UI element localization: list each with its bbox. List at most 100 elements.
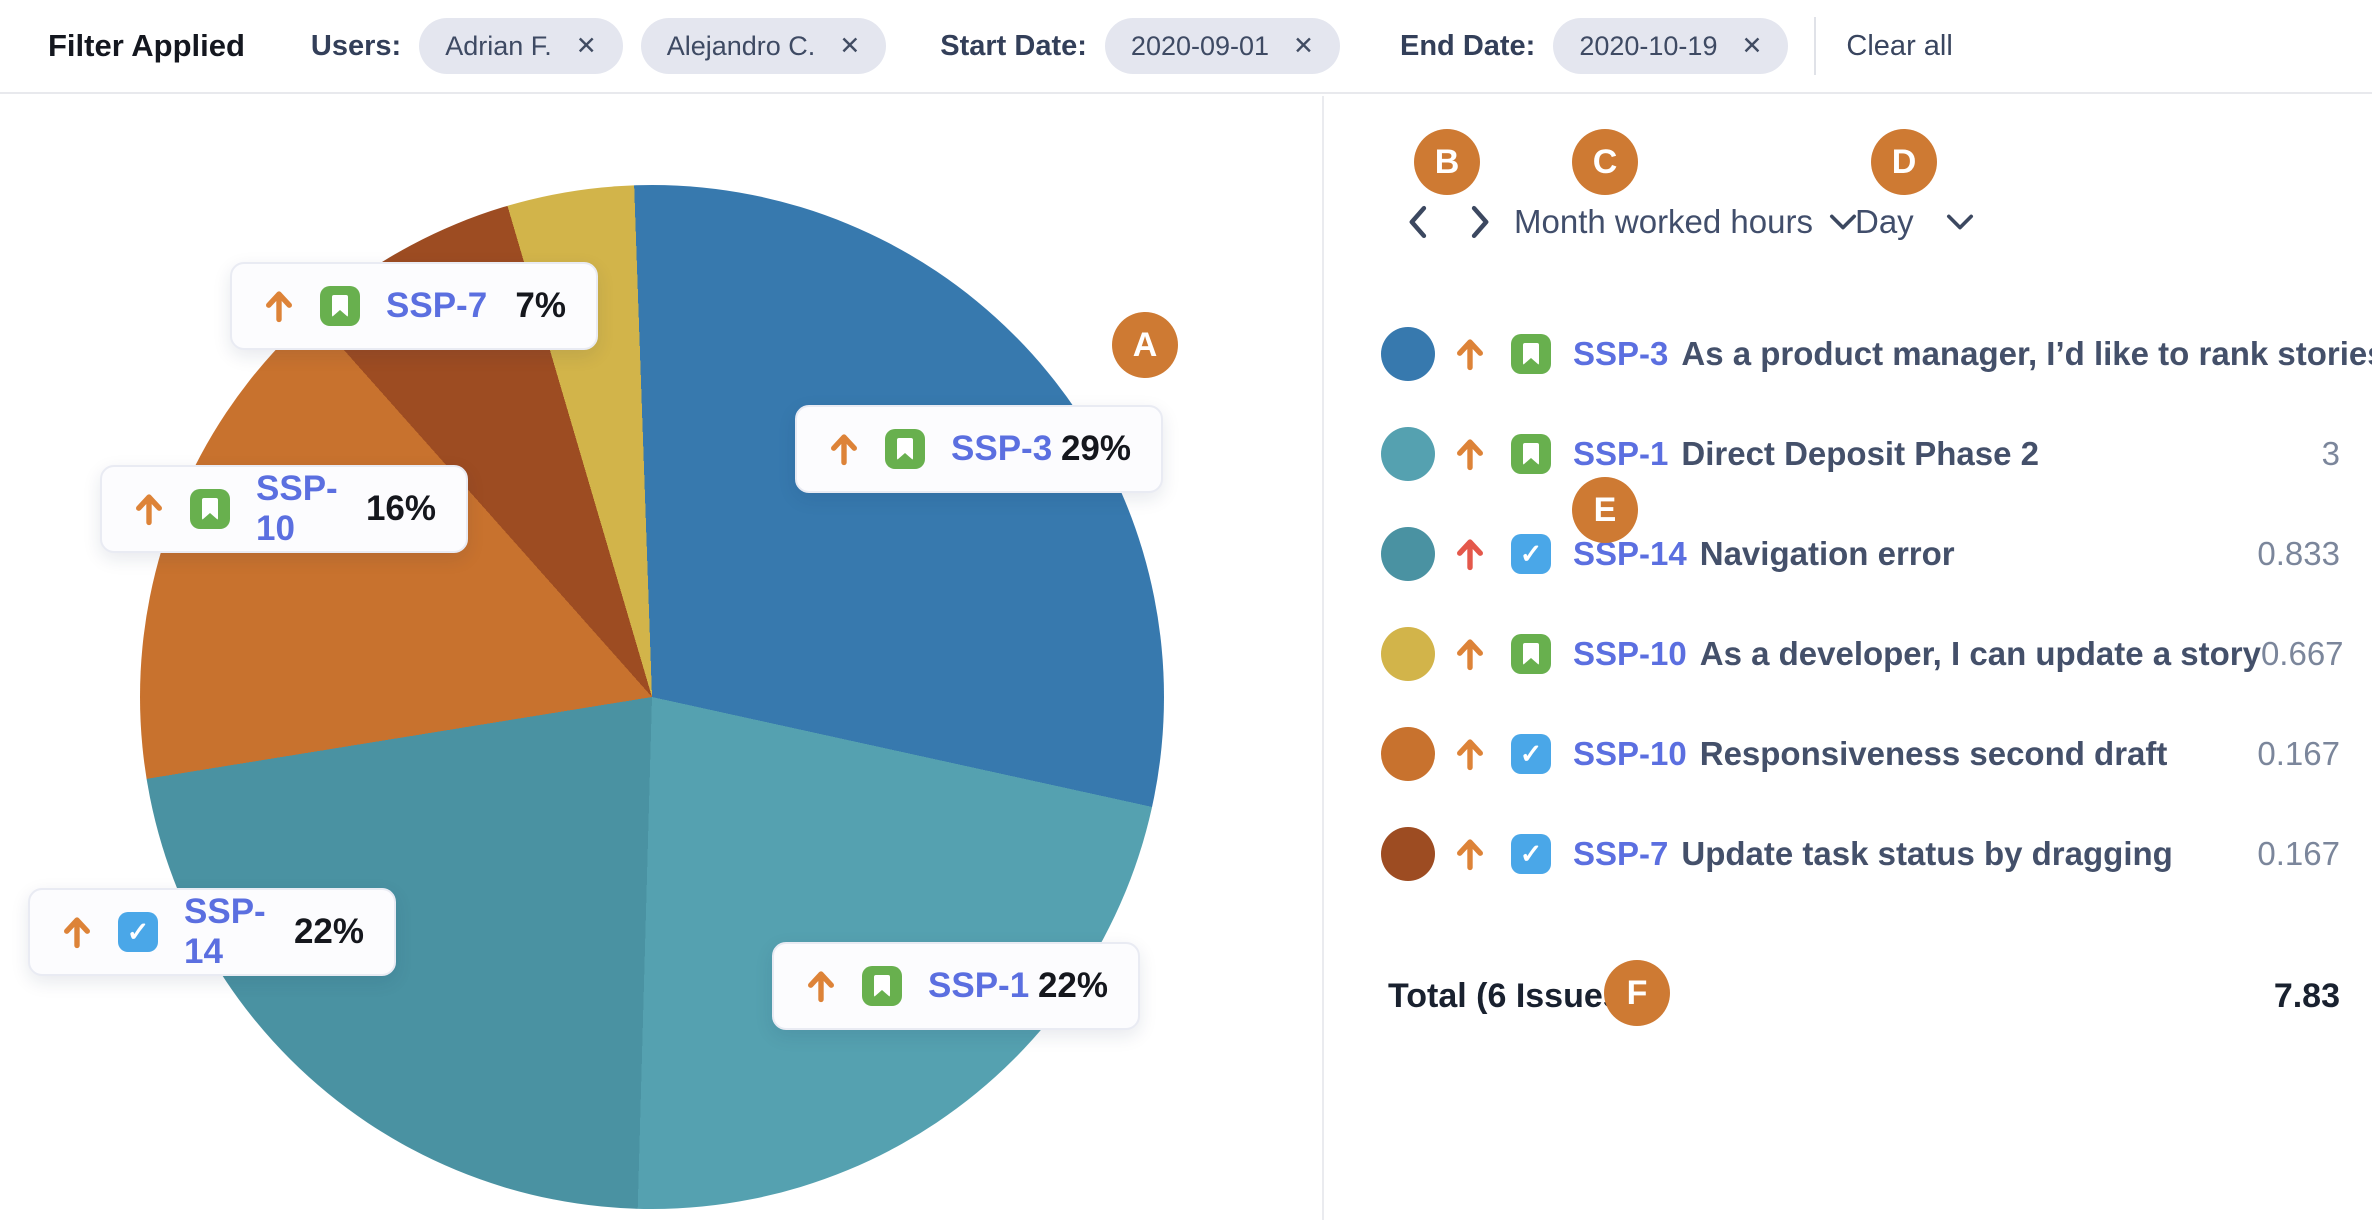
issue-key-link[interactable]: SSP-14	[1573, 535, 1687, 572]
clear-all-button[interactable]: Clear all	[1846, 29, 1953, 62]
issue-summary: Responsiveness second draft	[1699, 735, 2168, 772]
issue-key: SSP-7	[386, 286, 488, 325]
remove-end-date-icon[interactable]: ✕	[1741, 32, 1763, 60]
remove-start-date-icon[interactable]: ✕	[1293, 32, 1314, 60]
priority-up-icon	[1451, 335, 1489, 373]
issue-hours-value: 0.167	[2257, 735, 2340, 772]
panel-divider	[1322, 96, 1324, 1220]
issue-hours-value: 0.833	[2257, 535, 2340, 572]
pie-label-ssp-14: SSP-14 22%	[28, 888, 396, 976]
next-period-button[interactable]	[1464, 203, 1498, 241]
slice-percent: 16%	[365, 489, 436, 528]
issue-row[interactable]: SSP-1 Direct Deposit Phase 2 3	[1381, 404, 2340, 504]
issue-summary: Navigation error	[1699, 535, 1955, 572]
series-color-dot	[1381, 827, 1435, 881]
issue-type-icon	[885, 429, 925, 469]
issue-hours-value: 0.167	[2257, 835, 2340, 872]
unit-dropdown[interactable]: Day	[1855, 203, 1974, 241]
priority-up-icon	[802, 967, 840, 1005]
issue-key: SSP-10	[256, 469, 338, 548]
filter-applied-title: Filter Applied	[48, 28, 245, 63]
issue-hours-value: 3	[2321, 435, 2340, 472]
priority-up-icon	[1451, 635, 1489, 673]
issue-type-icon	[190, 489, 230, 529]
measure-dropdown[interactable]: Month worked hours	[1514, 203, 1857, 241]
remove-user-alejandro-icon[interactable]: ✕	[839, 32, 861, 60]
user-chip-alejandro[interactable]: Alejandro C. ✕	[640, 18, 887, 74]
slice-percent: 7%	[515, 286, 566, 325]
period-navigation	[1400, 203, 1498, 241]
start-date-chip[interactable]: 2020-09-01 ✕	[1104, 18, 1340, 74]
issue-row[interactable]: SSP-14 Navigation error 0.833	[1381, 504, 2340, 604]
issue-key: SSP-14	[184, 892, 266, 971]
measure-dropdown-value: Month worked hours	[1514, 203, 1813, 240]
issue-summary: As a developer, I can update a story	[1699, 635, 2261, 672]
total-value: 7.83	[2273, 976, 2340, 1015]
issue-key: SSP-3	[951, 429, 1053, 468]
annotation-marker-e: E	[1572, 477, 1638, 543]
series-color-dot	[1381, 327, 1435, 381]
issue-key: SSP-1	[928, 966, 1030, 1005]
priority-up-icon	[1451, 835, 1489, 873]
priority-up-icon	[1451, 735, 1489, 773]
pie-label-ssp-3: SSP-3 29%	[795, 405, 1163, 493]
slice-percent: 29%	[1060, 429, 1131, 468]
series-color-dot	[1381, 427, 1435, 481]
start-date-label: Start Date:	[940, 29, 1087, 62]
issue-type-icon	[1511, 334, 1551, 374]
annotation-marker-b: B	[1414, 129, 1480, 195]
remove-user-adrian-icon[interactable]: ✕	[575, 32, 597, 60]
issue-key-link[interactable]: SSP-1	[1573, 435, 1669, 472]
issue-type-icon	[118, 912, 158, 952]
priority-up-icon	[130, 490, 168, 528]
previous-period-button[interactable]	[1400, 203, 1434, 241]
user-chip-adrian[interactable]: Adrian F. ✕	[419, 18, 623, 74]
issue-row[interactable]: SSP-7 Update task status by dragging 0.1…	[1381, 804, 2340, 904]
issue-row[interactable]: SSP-10 As a developer, I can update a st…	[1381, 604, 2344, 704]
total-label: Total (6 Issues)	[1388, 976, 1633, 1015]
issue-row[interactable]: SSP-3 As a product manager, I’d like to …	[1381, 304, 2372, 404]
priority-up-icon	[58, 913, 96, 951]
chevron-down-icon	[1829, 213, 1857, 231]
total-row: Total (6 Issues) 7.83	[1388, 946, 2340, 1046]
issue-key-link[interactable]: SSP-7	[1573, 835, 1669, 872]
series-color-dot	[1381, 627, 1435, 681]
annotation-marker-a: A	[1112, 312, 1178, 378]
issue-type-icon	[1511, 834, 1551, 874]
filter-bar-divider	[1814, 17, 1817, 75]
issue-legend-list: SSP-3 As a product manager, I’d like to …	[1381, 304, 2372, 904]
issue-summary: As a product manager, I’d like to rank s…	[1681, 335, 2372, 372]
annotation-marker-d: D	[1871, 129, 1937, 195]
pie-label-ssp-1: SSP-1 22%	[772, 942, 1140, 1030]
user-chip-alejandro-text: Alejandro C.	[666, 30, 816, 61]
issue-type-icon	[1511, 434, 1551, 474]
priority-up-icon	[825, 430, 863, 468]
priority-up-icon	[260, 287, 298, 325]
annotation-marker-f: F	[1604, 960, 1670, 1026]
slice-percent: 22%	[293, 912, 364, 951]
start-date-value: 2020-09-01	[1130, 30, 1270, 61]
unit-dropdown-value: Day	[1855, 203, 1914, 240]
filter-bar: Filter Applied Users: Adrian F. ✕ Alejan…	[0, 0, 2372, 94]
issue-hours-value: 0.667	[2260, 635, 2344, 672]
end-date-value: 2020-10-19	[1579, 30, 1718, 61]
series-color-dot	[1381, 527, 1435, 581]
issue-type-icon	[1511, 534, 1551, 574]
issue-type-icon	[862, 966, 902, 1006]
issue-key-link[interactable]: SSP-10	[1573, 735, 1687, 772]
issue-row[interactable]: SSP-10 Responsiveness second draft 0.167	[1381, 704, 2340, 804]
end-date-chip[interactable]: 2020-10-19 ✕	[1553, 18, 1789, 74]
slice-percent: 22%	[1037, 966, 1108, 1005]
user-chip-adrian-text: Adrian F.	[445, 30, 552, 61]
issue-key-link[interactable]: SSP-3	[1573, 335, 1669, 372]
issue-type-icon	[1511, 634, 1551, 674]
series-color-dot	[1381, 727, 1435, 781]
worked-hours-pie-chart[interactable]	[140, 185, 1164, 1209]
issue-key-link[interactable]: SSP-10	[1573, 635, 1687, 672]
issue-type-icon	[1511, 734, 1551, 774]
pie-label-ssp-7: SSP-7 7%	[230, 262, 598, 350]
pie-label-ssp-10: SSP-10 16%	[100, 465, 468, 553]
chevron-down-icon	[1946, 213, 1974, 231]
priority-up-icon	[1451, 435, 1489, 473]
